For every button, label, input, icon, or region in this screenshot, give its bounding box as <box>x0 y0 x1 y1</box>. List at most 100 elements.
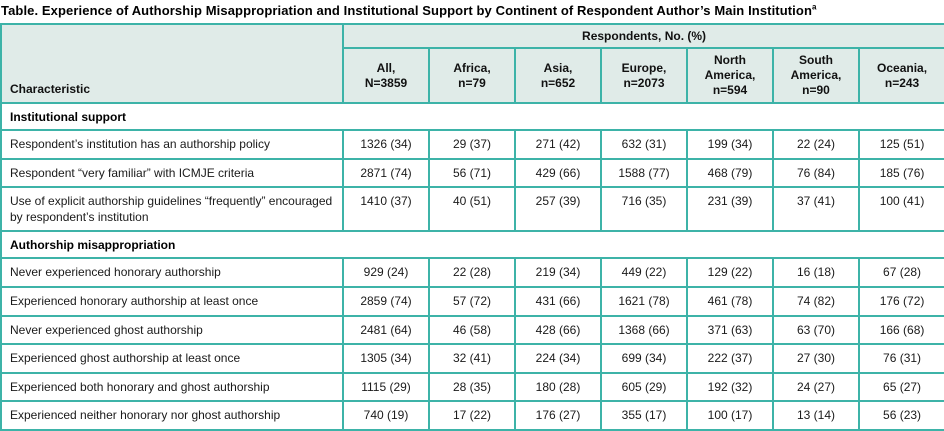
cell-value: 231 (39) <box>686 186 774 233</box>
cell-value: 40 (51) <box>428 186 516 233</box>
cell-value: 428 (66) <box>514 314 602 346</box>
column-header-africa: Africa, n=79 <box>428 47 516 104</box>
cell-value: 24 (27) <box>772 371 860 403</box>
column-header-characteristic: Characteristic <box>0 23 344 104</box>
cell-value: 67 (28) <box>857 257 944 288</box>
cell-value: 199 (34) <box>686 129 774 160</box>
row-label: Experienced both honorary and ghost auth… <box>0 371 344 403</box>
cell-value: 57 (72) <box>428 285 516 317</box>
column-header-oceania: Oceania, n=243 <box>857 47 944 104</box>
header-columns-row: All, N=3859 Africa, n=79 Asia, n=652 Eur… <box>1 47 944 104</box>
cell-value: 17 (22) <box>428 400 516 431</box>
table-row: Experienced neither honorary nor ghost a… <box>0 400 944 431</box>
section-header-label: Institutional support <box>0 102 944 131</box>
cell-value: 1410 (37) <box>342 186 430 233</box>
cell-value: 65 (27) <box>857 371 944 403</box>
row-label: Experienced ghost authorship at least on… <box>0 343 344 374</box>
table-body: Institutional support Respondent’s insti… <box>0 102 944 431</box>
cell-value: 699 (34) <box>600 343 688 374</box>
cell-value: 449 (22) <box>600 257 688 288</box>
cell-value: 2871 (74) <box>342 157 430 189</box>
cell-value: 129 (22) <box>686 257 774 288</box>
section-row-authorship-misappropriation: Authorship misappropriation <box>0 230 944 260</box>
row-label: Never experienced honorary authorship <box>0 257 344 288</box>
cell-value: 2481 (64) <box>342 314 430 346</box>
section-row-institutional-support: Institutional support <box>0 102 944 131</box>
cell-value: 166 (68) <box>857 314 944 346</box>
cell-value: 13 (14) <box>772 400 860 431</box>
column-header-europe: Europe, n=2073 <box>600 47 688 104</box>
cell-value: 429 (66) <box>514 157 602 189</box>
cell-value: 192 (32) <box>686 371 774 403</box>
table-title-text: Table. Experience of Authorship Misappro… <box>1 3 812 18</box>
cell-value: 28 (35) <box>428 371 516 403</box>
cell-value: 271 (42) <box>514 129 602 160</box>
cell-value: 180 (28) <box>514 371 602 403</box>
table-row: Use of explicit authorship guidelines “f… <box>0 186 944 233</box>
row-label: Respondent’s institution has an authorsh… <box>0 129 344 160</box>
cell-value: 1115 (29) <box>342 371 430 403</box>
cell-value: 1588 (77) <box>600 157 688 189</box>
cell-value: 100 (41) <box>857 186 944 233</box>
table-row: Respondent’s institution has an authorsh… <box>0 129 944 160</box>
cell-value: 176 (27) <box>514 400 602 431</box>
cell-value: 100 (17) <box>686 400 774 431</box>
column-group-respondents: Respondents, No. (%) <box>341 23 944 49</box>
cell-value: 1368 (66) <box>600 314 688 346</box>
row-label: Experienced honorary authorship at least… <box>0 285 344 317</box>
cell-value: 929 (24) <box>342 257 430 288</box>
cell-value: 76 (31) <box>857 343 944 374</box>
table-row: Experienced honorary authorship at least… <box>0 285 944 317</box>
cell-value: 29 (37) <box>428 129 516 160</box>
cell-value: 27 (30) <box>772 343 860 374</box>
table-title: Table. Experience of Authorship Misappro… <box>0 0 944 23</box>
cell-value: 22 (24) <box>772 129 860 160</box>
cell-value: 37 (41) <box>772 186 860 233</box>
data-table: Characteristic Respondents, No. (%) All,… <box>0 23 944 431</box>
row-label: Use of explicit authorship guidelines “f… <box>0 186 344 233</box>
cell-value: 46 (58) <box>428 314 516 346</box>
cell-value: 224 (34) <box>514 343 602 374</box>
cell-value: 257 (39) <box>514 186 602 233</box>
cell-value: 371 (63) <box>686 314 774 346</box>
column-header-all: All, N=3859 <box>342 47 430 104</box>
column-header-south-america: South America, n=90 <box>772 47 860 104</box>
cell-value: 605 (29) <box>600 371 688 403</box>
header-group-row: Characteristic Respondents, No. (%) <box>0 23 944 104</box>
cell-value: 431 (66) <box>514 285 602 317</box>
cell-value: 16 (18) <box>772 257 860 288</box>
cell-value: 56 (23) <box>857 400 944 431</box>
cell-value: 185 (76) <box>857 157 944 189</box>
cell-value: 468 (79) <box>686 157 774 189</box>
cell-value: 461 (78) <box>686 285 774 317</box>
cell-value: 740 (19) <box>342 400 430 431</box>
table-title-superscript: a <box>811 2 817 12</box>
table-header: Characteristic Respondents, No. (%) All,… <box>0 23 944 104</box>
section-header-label: Authorship misappropriation <box>0 230 944 260</box>
cell-value: 632 (31) <box>600 129 688 160</box>
cell-value: 76 (84) <box>772 157 860 189</box>
cell-value: 716 (35) <box>600 186 688 233</box>
cell-value: 1326 (34) <box>342 129 430 160</box>
table-row: Never experienced ghost authorship 2481 … <box>0 314 944 346</box>
cell-value: 355 (17) <box>600 400 688 431</box>
column-header-asia: Asia, n=652 <box>514 47 602 104</box>
cell-value: 219 (34) <box>514 257 602 288</box>
cell-value: 22 (28) <box>428 257 516 288</box>
cell-value: 1621 (78) <box>600 285 688 317</box>
cell-value: 222 (37) <box>686 343 774 374</box>
column-header-north-america: North America, n=594 <box>686 47 774 104</box>
cell-value: 1305 (34) <box>342 343 430 374</box>
row-label: Never experienced ghost authorship <box>0 314 344 346</box>
cell-value: 32 (41) <box>428 343 516 374</box>
cell-value: 63 (70) <box>772 314 860 346</box>
cell-value: 56 (71) <box>428 157 516 189</box>
cell-value: 125 (51) <box>857 129 944 160</box>
table-row: Experienced ghost authorship at least on… <box>0 343 944 374</box>
row-label: Respondent “very familiar” with ICMJE cr… <box>0 157 344 189</box>
row-label: Experienced neither honorary nor ghost a… <box>0 400 344 431</box>
table-row: Never experienced honorary authorship 92… <box>0 257 944 288</box>
cell-value: 74 (82) <box>772 285 860 317</box>
table-row: Respondent “very familiar” with ICMJE cr… <box>0 157 944 189</box>
cell-value: 176 (72) <box>857 285 944 317</box>
